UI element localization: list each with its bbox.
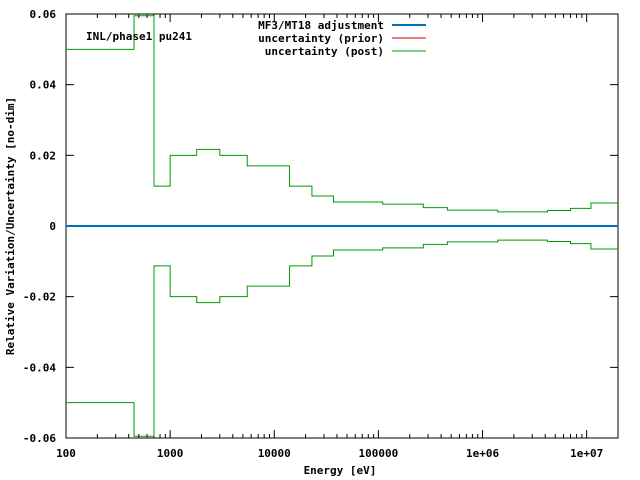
x-tick-label: 100000 <box>359 447 399 460</box>
ticks: 100 1000 10000 100000 1e+06 1e+07 0.06 0.04 0.02… <box>23 8 619 460</box>
legend-label-adjustment: MF3/MT18 adjustment <box>258 19 384 32</box>
annotation-text: INL/phase1 pu241 <box>86 30 192 43</box>
x-tick-label: 1e+06 <box>466 447 499 460</box>
x-axis-label: Energy [eV] <box>304 464 377 477</box>
x-tick-label: 10000 <box>258 447 291 460</box>
series-post-lower <box>66 239 618 437</box>
y-tick-label: 0 <box>49 220 56 233</box>
series-layer <box>66 15 618 437</box>
y-tick-label: -0.04 <box>23 361 56 374</box>
y-tick-label: -0.02 <box>23 291 56 304</box>
legend: MF3/MT18 adjustment uncertainty (prior) … <box>258 19 426 58</box>
y-tick-label: 0.06 <box>30 8 57 21</box>
y-tick-label: -0.06 <box>23 432 56 445</box>
series-post-upper <box>66 15 618 213</box>
x-tick-label: 1000 <box>157 447 184 460</box>
y-tick-label: 0.04 <box>30 79 57 92</box>
legend-label-prior: uncertainty (prior) <box>258 32 384 45</box>
y-axis-label: Relative Variation/Uncertainty [no-dim] <box>4 97 17 355</box>
legend-label-post: uncertainty (post) <box>265 45 384 58</box>
x-tick-label: 1e+07 <box>570 447 603 460</box>
x-tick-label: 100 <box>56 447 76 460</box>
y-tick-label: 0.02 <box>30 149 57 162</box>
